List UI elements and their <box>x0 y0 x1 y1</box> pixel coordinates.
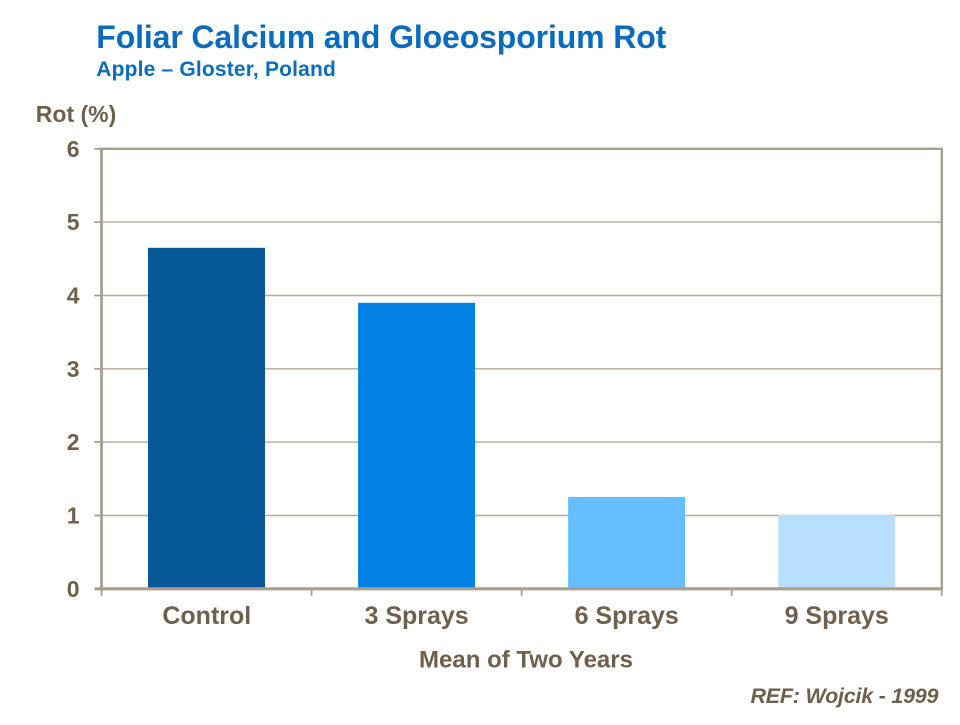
svg-text:0: 0 <box>67 576 80 602</box>
svg-text:9 Sprays: 9 Sprays <box>785 602 889 630</box>
svg-text:6: 6 <box>67 136 80 162</box>
svg-text:3 Sprays: 3 Sprays <box>364 602 468 630</box>
svg-text:5: 5 <box>67 209 80 235</box>
svg-text:3: 3 <box>67 356 80 382</box>
svg-text:Control: Control <box>162 602 251 630</box>
svg-text:1: 1 <box>67 503 80 529</box>
svg-text:Mean of Two Years: Mean of Two Years <box>419 647 633 674</box>
svg-text:Foliar Calcium and Gloeosporiu: Foliar Calcium and Gloeosporium Rot <box>96 19 666 55</box>
svg-text:6 Sprays: 6 Sprays <box>575 602 679 630</box>
svg-text:4: 4 <box>67 283 80 309</box>
svg-text:REF: Wojcik - 1999: REF: Wojcik - 1999 <box>751 684 939 708</box>
svg-text:2: 2 <box>67 429 80 455</box>
svg-text:Apple – Gloster, Poland: Apple – Gloster, Poland <box>96 58 335 81</box>
svg-text:Rot (%): Rot (%) <box>36 101 116 127</box>
